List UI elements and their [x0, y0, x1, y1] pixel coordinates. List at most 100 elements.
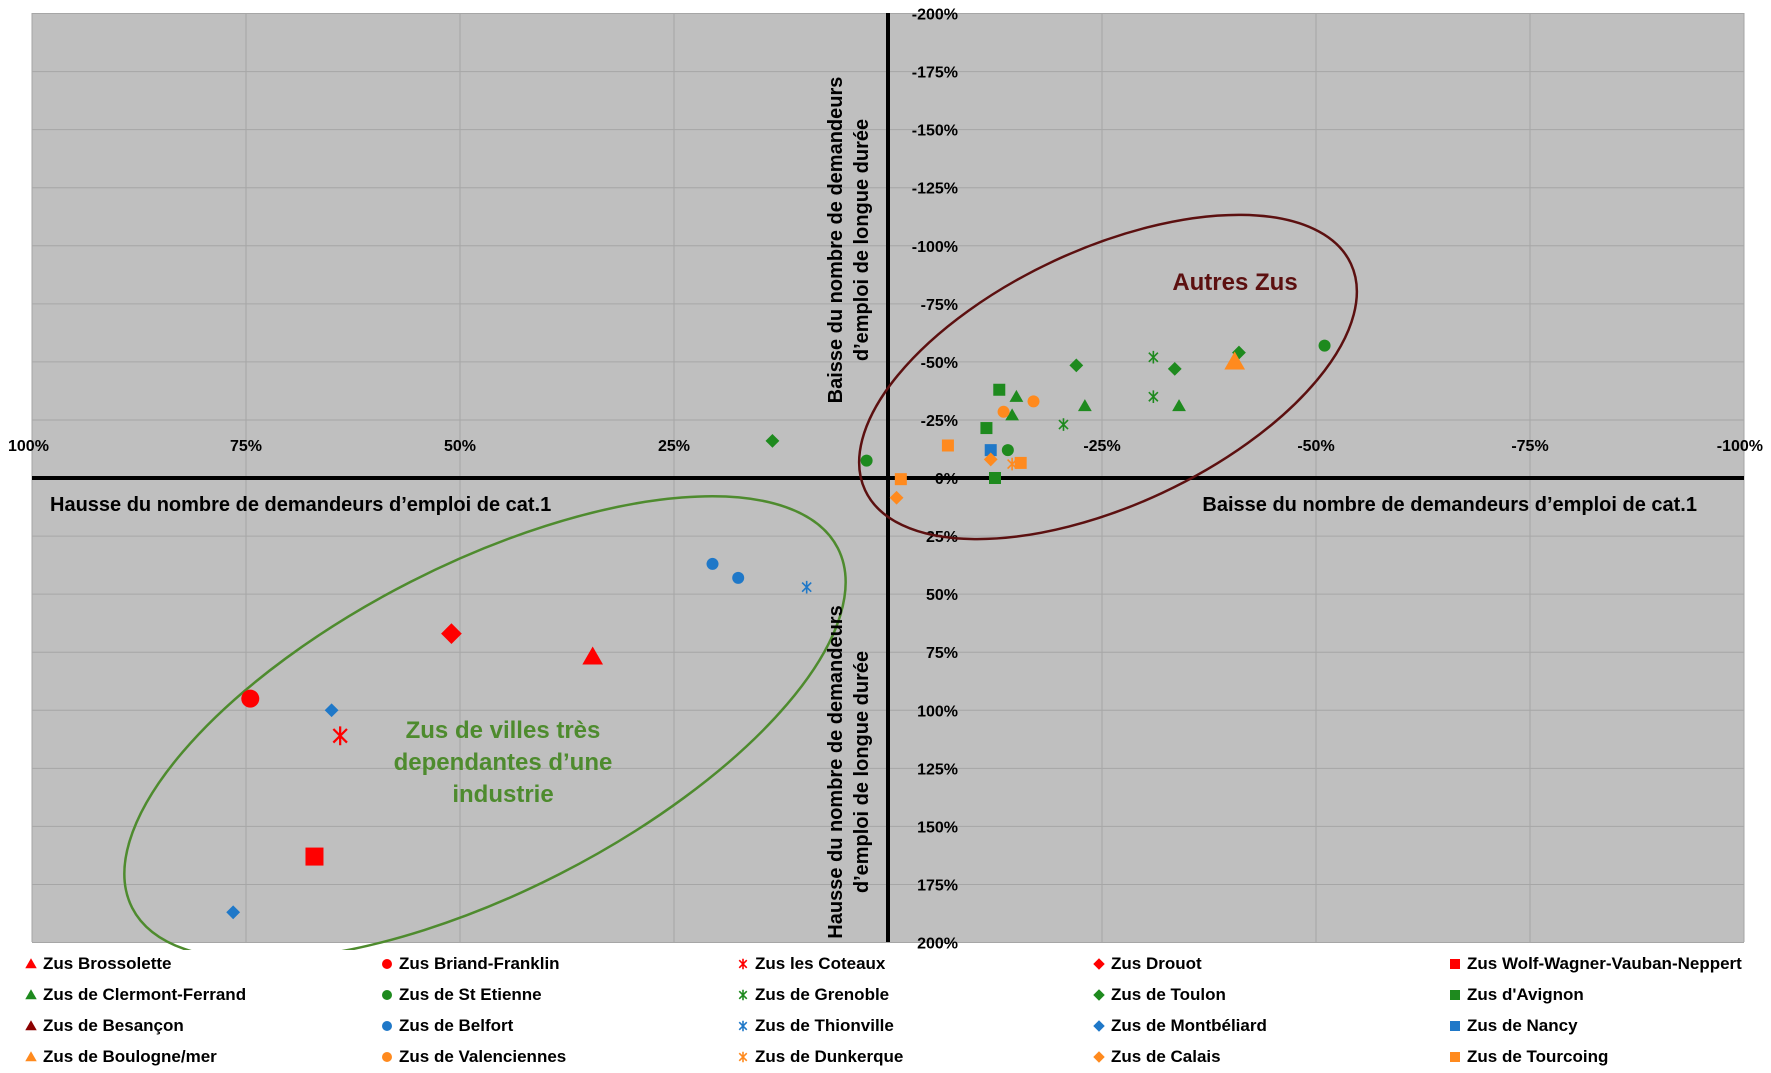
data-points	[226, 339, 1331, 920]
legend-label: Zus de Belfort	[399, 1016, 514, 1035]
legend-marker-shape	[1450, 1052, 1460, 1062]
y-tick-label: -50%	[921, 355, 958, 372]
data-point	[732, 571, 745, 584]
data-point	[1224, 351, 1246, 370]
legend-item: Zus de St Etienne	[380, 983, 736, 1007]
legend-label: Zus Briand-Franklin	[399, 954, 560, 973]
series-12	[801, 580, 812, 594]
legend-marker	[1093, 958, 1105, 970]
data-point	[305, 847, 324, 866]
data-point	[1077, 399, 1092, 412]
legend-marker-shape	[25, 958, 37, 969]
y-axis-label-bottom-line2: d’emploi de longue durée	[851, 651, 873, 893]
y-axis-label-top-line2: d’emploi de longue durée	[851, 119, 873, 361]
y-tick-label: 75%	[926, 645, 958, 662]
annotation-autres-zus: Autres Zus	[1172, 269, 1297, 296]
series-8	[765, 345, 1246, 448]
x-tick-label: -100%	[1717, 438, 1763, 455]
y-tick-labels: -200% -175% -150% -125% -100% -75% -50% -25% 0% 2…	[912, 7, 958, 951]
legend-label: Zus Drouot	[1111, 954, 1202, 973]
data-point	[1167, 361, 1182, 376]
x-tick-label: -25%	[1083, 438, 1120, 455]
legend-label: Zus de Tourcoing	[1467, 1047, 1609, 1066]
legend-marker	[1450, 990, 1460, 1000]
y-tick-label: 200%	[917, 936, 958, 951]
legend-label: Zus de St Etienne	[399, 985, 542, 1004]
x-tick-label: -75%	[1511, 438, 1548, 455]
annotation-zus-industrie-line3: industrie	[452, 781, 553, 808]
legend-label: Zus de Besançon	[43, 1016, 184, 1035]
legend-item: Zus de Thionville	[736, 1014, 1092, 1038]
ellipse-zus-industrie	[123, 495, 847, 950]
legend-item: Zus de Nancy	[1448, 1014, 1764, 1038]
y-tick-label: -25%	[921, 413, 958, 430]
group-ellipses	[123, 213, 1359, 950]
data-point	[983, 452, 998, 467]
data-point	[1148, 390, 1159, 404]
legend-marker	[25, 1020, 37, 1031]
y-tick-label: 150%	[917, 819, 958, 836]
x-tick-label: 25%	[658, 438, 690, 455]
legend-item: Zus de Valenciennes	[380, 1045, 736, 1069]
legend-marker	[738, 989, 748, 1001]
data-point	[894, 473, 907, 486]
legend-marker	[382, 959, 392, 969]
legend-marker-shape	[1450, 990, 1460, 1000]
data-point	[582, 646, 604, 665]
data-point	[1005, 408, 1020, 421]
legend-item: Zus de Grenoble	[736, 983, 1092, 1007]
data-point	[1009, 389, 1024, 402]
legend-item: Zus de Montbéliard	[1092, 1014, 1448, 1038]
legend-marker-shape	[25, 989, 37, 1000]
legend-label: Zus de Dunkerque	[755, 1047, 904, 1066]
legend-label: Zus de Grenoble	[755, 985, 890, 1004]
data-point	[860, 454, 873, 467]
legend-label: Zus de Thionville	[755, 1016, 894, 1035]
legend-marker-shape	[738, 1051, 748, 1063]
data-point	[941, 439, 954, 452]
series-13	[226, 703, 339, 920]
x-tick-label: 75%	[230, 438, 262, 455]
legend-marker	[738, 1051, 748, 1063]
legend-marker	[382, 1021, 392, 1031]
legend-marker-shape	[25, 1020, 37, 1031]
y-axis-label-top: Baisse du nombre de demandeurs d’emploi …	[825, 77, 873, 404]
legend-item: Zus Brossolette	[24, 952, 380, 976]
y-tick-label: -175%	[912, 65, 958, 82]
series-9	[980, 383, 1006, 484]
legend-item: Zus de Boulogne/mer	[24, 1045, 380, 1069]
data-point	[993, 383, 1006, 396]
legend-marker-shape	[382, 1021, 392, 1031]
data-point	[984, 444, 997, 457]
legend-marker-shape	[1450, 959, 1460, 969]
x-tick-label: 50%	[444, 438, 476, 455]
y-tick-label: 0%	[935, 471, 958, 488]
series-16	[997, 395, 1040, 418]
legend-marker	[382, 1052, 392, 1062]
legend-item: Zus de Dunkerque	[736, 1045, 1092, 1069]
ellipse-autres-zus	[857, 213, 1359, 541]
legend-label: Zus d'Avignon	[1467, 985, 1584, 1004]
legend-item: Zus de Besançon	[24, 1014, 380, 1038]
y-tick-label: 100%	[917, 703, 958, 720]
x-axis-label-right: Baisse du nombre de demandeurs d’emploi …	[1202, 494, 1697, 516]
y-tick-label: 50%	[926, 587, 958, 604]
y-tick-label: -200%	[912, 7, 958, 24]
legend-marker-shape	[1093, 1020, 1105, 1032]
data-point	[706, 557, 719, 570]
legend-label: Zus de Toulon	[1111, 985, 1226, 1004]
legend-item: Zus les Coteaux	[736, 952, 1092, 976]
series-19	[894, 439, 1027, 486]
legend-marker	[1450, 1021, 1460, 1031]
data-point	[980, 422, 993, 435]
legend-label: Zus de Boulogne/mer	[43, 1047, 217, 1066]
data-point	[1148, 350, 1159, 364]
legend-item: Zus Drouot	[1092, 952, 1448, 976]
y-tick-label: 175%	[917, 877, 958, 894]
legend-marker-shape	[1093, 989, 1105, 1001]
y-axis-label-bottom-line1: Hausse du nombre de demandeurs	[825, 605, 847, 938]
legend-marker	[1093, 989, 1105, 1001]
legend-marker	[1093, 1051, 1105, 1063]
y-axis-label-bottom: Hausse du nombre de demandeurs d’emploi …	[825, 605, 873, 938]
legend-marker-shape	[1093, 1051, 1105, 1063]
